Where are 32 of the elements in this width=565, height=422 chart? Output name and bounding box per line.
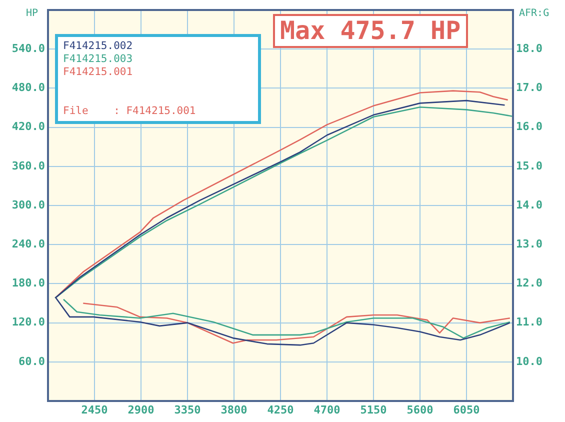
- y2-axis-title: AFR:G: [519, 8, 550, 19]
- y2-tick-label: 13.0: [516, 237, 542, 250]
- x-tick-label: 4700: [314, 403, 340, 416]
- y-tick-label: 540.0: [12, 42, 45, 55]
- y2-tick-label: 16.0: [516, 120, 542, 134]
- note-box: Max 475.7 HP: [273, 14, 468, 48]
- x-tick-label: 3350: [174, 403, 201, 416]
- annotation: File : F414215.001: [63, 105, 197, 118]
- y-tick-label: 60.0: [18, 354, 45, 368]
- y-tick-label: 420.0: [12, 120, 45, 134]
- y2-tick-label: 15.0: [516, 159, 542, 172]
- x-tick-label: 2900: [128, 403, 154, 416]
- x-tick-label: 6050: [453, 403, 480, 416]
- y-tick-label: 240.0: [12, 237, 45, 250]
- y-tick-label: 480.0: [12, 81, 45, 94]
- y-tick-label: 180.0: [12, 276, 45, 290]
- x-tick-label: 5600: [406, 403, 434, 416]
- y-tick-label: 120.0: [12, 316, 45, 329]
- x-tick-label: 4250: [267, 403, 294, 416]
- y2-tick-label: 12.0: [516, 276, 542, 290]
- y2-tick-label: 18.0: [516, 42, 542, 55]
- x-tick-label: 3800: [220, 403, 248, 416]
- legend-panel: F414215.002 F414215.003 F414215.001 File : F414215.001: [55, 34, 261, 124]
- y2-tick-label: 14.0: [516, 198, 542, 212]
- x-tick-label: 2450: [81, 403, 108, 416]
- y-axis-title: HP: [26, 8, 38, 19]
- x-tick-label: 5150: [360, 403, 387, 416]
- y2-tick-label: 10.0: [516, 354, 542, 368]
- y-tick-label: 300.0: [12, 198, 45, 212]
- y-tick-label: 360.0: [12, 159, 45, 172]
- y2-tick-label: 17.0: [516, 81, 542, 94]
- y2-tick-label: 11.0: [516, 316, 542, 329]
